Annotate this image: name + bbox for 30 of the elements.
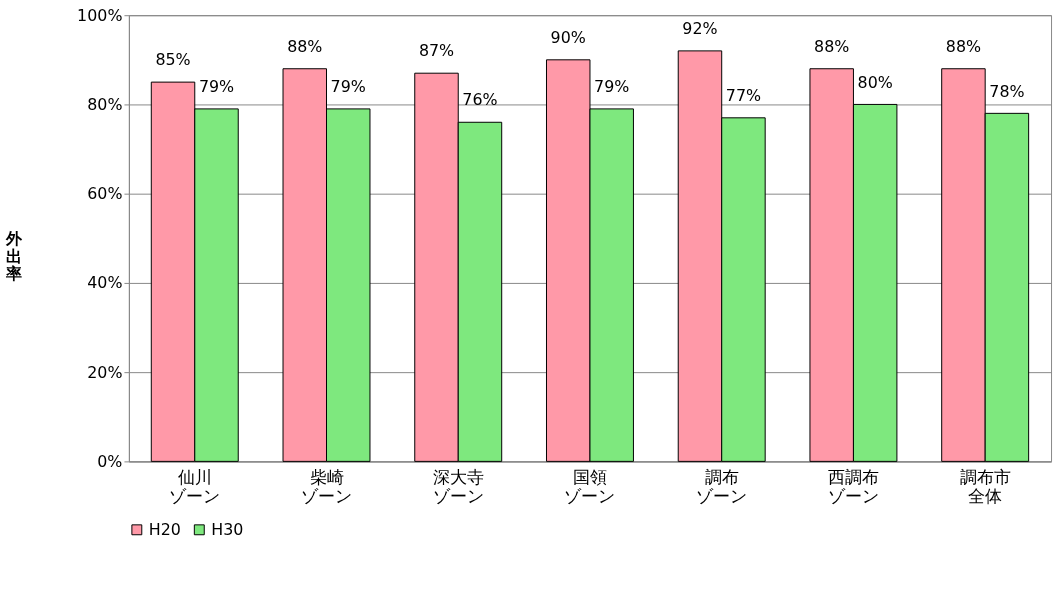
data-label: 87% — [418, 41, 455, 61]
data-label: 79% — [198, 77, 235, 97]
data-label: 88% — [814, 36, 850, 56]
x-tick-label: 仙川ゾーン — [169, 466, 221, 506]
data-label: 88% — [945, 36, 982, 56]
y-tick-label: 80% — [87, 94, 123, 114]
y-tick-label: 20% — [87, 362, 123, 382]
data-label: 88% — [287, 36, 323, 56]
x-tick-label: 調布市全体 — [959, 466, 1011, 506]
data-label: 76% — [462, 90, 498, 110]
data-label: 79% — [330, 77, 366, 97]
data-label: 78% — [989, 81, 1025, 101]
y-axis-title: 外出率 — [4, 228, 23, 284]
data-label: 90% — [550, 27, 586, 47]
data-label: 85% — [155, 50, 191, 70]
legend-label: H20 — [148, 519, 181, 539]
y-tick-label: 100% — [77, 5, 123, 25]
x-tick-label: 国領ゾーン — [564, 466, 616, 506]
data-label: 92% — [682, 19, 718, 39]
legend-label: H30 — [211, 519, 244, 539]
x-tick-label: 調布ゾーン — [696, 466, 748, 506]
x-tick-label: 柴崎ゾーン — [301, 466, 352, 506]
x-tick-label: 西調布ゾーン — [827, 466, 879, 506]
y-tick-label: 0% — [97, 451, 123, 471]
data-label: 77% — [725, 85, 762, 105]
y-tick-label: 40% — [87, 273, 123, 293]
data-label: 80% — [857, 72, 893, 92]
data-label: 79% — [594, 77, 630, 97]
y-tick-label: 60% — [87, 184, 123, 204]
x-tick-label: 深大寺ゾーン — [432, 466, 484, 506]
